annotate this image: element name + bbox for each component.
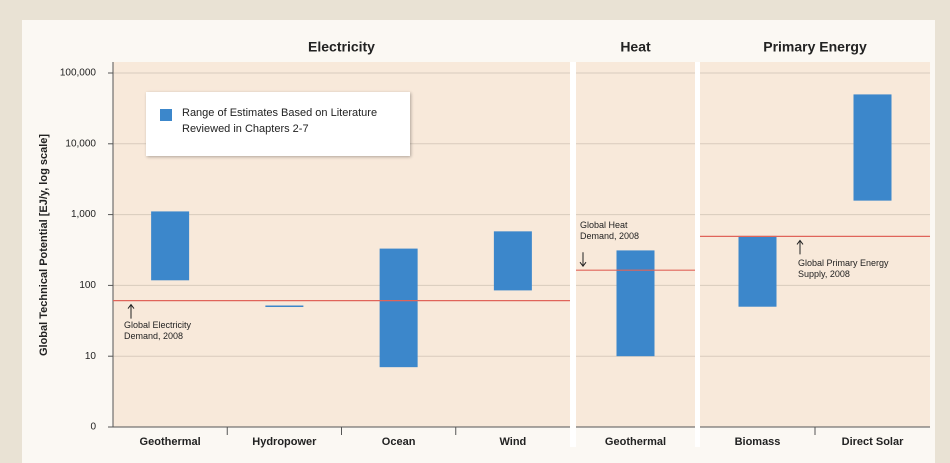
- panel-background: [576, 62, 695, 427]
- panel-title: Heat: [620, 39, 651, 55]
- x-tick-label: Wind: [499, 436, 526, 448]
- y-tick-label: 0: [90, 422, 96, 433]
- y-tick-label: 100: [79, 280, 96, 291]
- range-bar: [738, 235, 777, 307]
- y-axis-label: Global Technical Potential [EJ/y, log sc…: [38, 134, 50, 356]
- reference-label: Global Primary Energy Supply, 2008: [798, 258, 889, 279]
- panel-background: [700, 62, 930, 427]
- y-tick-label: 1,000: [71, 209, 96, 220]
- panel-title: Electricity: [308, 39, 375, 55]
- x-tick-label: Geothermal: [605, 436, 666, 448]
- reference-label: Global Heat Demand, 2008: [580, 220, 640, 241]
- range-bar: [151, 211, 190, 281]
- range-bar: [616, 250, 655, 357]
- range-bar: [379, 248, 418, 368]
- y-tick-label: 10,000: [65, 138, 96, 149]
- legend: Range of Estimates Based on Literature R…: [146, 92, 410, 156]
- range-bar: [493, 231, 532, 291]
- legend-swatch: [160, 109, 172, 121]
- arrow-head: [127, 303, 135, 309]
- x-tick-label: Biomass: [735, 436, 781, 448]
- range-bar: [265, 305, 304, 308]
- arrow-head: [579, 261, 587, 268]
- panel-separator: [570, 62, 576, 447]
- panel-separator: [695, 62, 700, 447]
- reference-label: Global Electricity Demand, 2008: [124, 320, 192, 341]
- panel-title: Primary Energy: [763, 39, 867, 55]
- y-tick-label: 10: [85, 351, 97, 362]
- y-tick-label: 100,000: [60, 68, 97, 79]
- x-tick-label: Direct Solar: [842, 436, 904, 448]
- legend-label: Range of Estimates Based on Literature R…: [182, 107, 378, 135]
- arrow-head: [796, 239, 804, 245]
- range-bar: [853, 94, 892, 201]
- x-tick-label: Ocean: [382, 436, 416, 448]
- x-tick-label: Geothermal: [140, 436, 201, 448]
- x-tick-label: Hydropower: [252, 436, 317, 448]
